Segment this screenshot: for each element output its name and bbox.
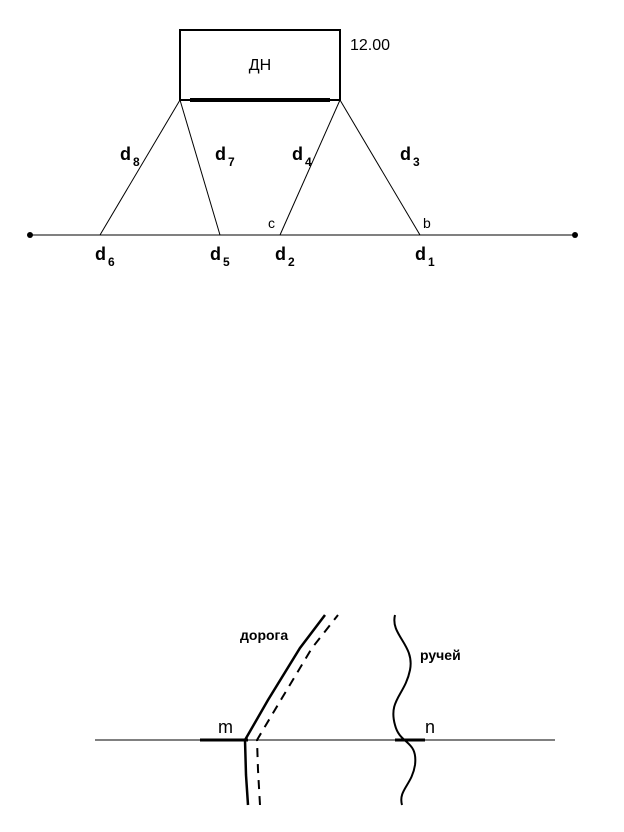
point-b: b (423, 215, 431, 231)
label-d8: d8 (120, 144, 140, 169)
label-d4: d4 (292, 144, 312, 169)
label-d7: d7 (215, 144, 235, 169)
label-d1: d1 (415, 244, 435, 269)
baseline-left-dot (27, 232, 33, 238)
dn-box-label: ДН (249, 57, 271, 74)
bottom-diagram: m n дорога ручей (95, 615, 555, 805)
label-d6: d6 (95, 244, 115, 269)
label-d2: d2 (275, 244, 295, 269)
road-dashed (257, 615, 338, 805)
road-below (245, 740, 248, 805)
ray-d8 (100, 100, 180, 235)
diagram-canvas: ДН 12.00 d8 d7 d4 d3 d6 d5 d2 d1 c b (0, 0, 624, 832)
m-label: m (218, 717, 233, 737)
ray-d3 (340, 100, 420, 235)
ray-d7 (180, 100, 220, 235)
top-diagram: ДН 12.00 d8 d7 d4 d3 d6 d5 d2 d1 c b (27, 30, 578, 269)
stream-label: ручей (420, 647, 461, 663)
n-label: n (425, 717, 435, 737)
stream-path (393, 615, 415, 805)
baseline-right-dot (572, 232, 578, 238)
road-label: дорога (240, 627, 288, 643)
label-d3: d3 (400, 144, 420, 169)
point-c: c (268, 215, 275, 231)
label-d5: d5 (210, 244, 230, 269)
dn-side-value: 12.00 (350, 37, 390, 54)
